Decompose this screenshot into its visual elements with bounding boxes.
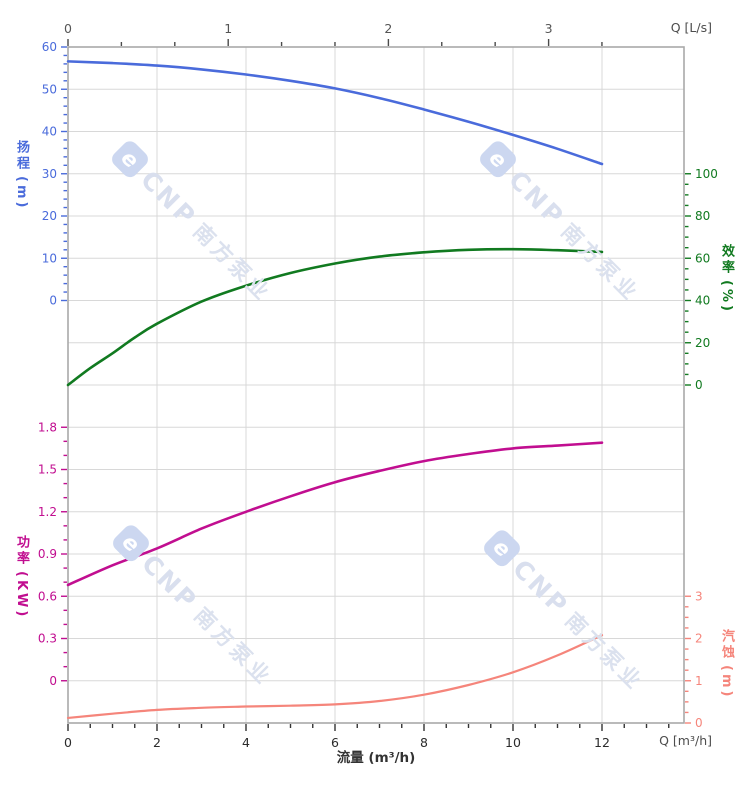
power-axis-title: 功率(KW) — [14, 535, 29, 620]
bottom-tick-label: 10 — [505, 735, 521, 750]
npsh-tick-label: 0 — [695, 716, 703, 730]
power-tick-label: 1.5 — [38, 463, 57, 477]
top-tick-label: 3 — [545, 21, 553, 36]
head-tick-label: 10 — [42, 251, 57, 265]
power-tick-label: 0.6 — [38, 589, 57, 603]
bottom-tick-label: 2 — [153, 735, 161, 750]
power-tick-label: 0 — [49, 674, 57, 688]
power-tick-label: 1.2 — [38, 505, 57, 519]
head-tick-label: 0 — [49, 294, 57, 308]
npsh-curve — [66, 634, 604, 720]
efficiency-curve — [66, 247, 604, 387]
head-tick-label: 60 — [42, 40, 57, 54]
head-tick-label: 30 — [42, 167, 57, 181]
head-axis: 60 50 40 30 20 10 0 — [42, 40, 67, 308]
npsh-axis: 3 2 1 0 — [685, 589, 703, 730]
efficiency-tick-label: 0 — [695, 378, 703, 392]
head-tick-label: 40 — [42, 125, 57, 139]
bottom-tick-label: 6 — [331, 735, 339, 750]
power-tick-label: 0.9 — [38, 547, 57, 561]
bottom-axis: 0 2 4 6 8 10 12 — [64, 724, 670, 750]
top-tick-label: 0 — [64, 21, 72, 36]
bottom-axis-unit-label: Q [m³/h] — [659, 733, 712, 748]
power-curve — [66, 441, 604, 587]
gridlines — [68, 47, 684, 723]
efficiency-axis: 100 80 60 40 20 0 — [685, 167, 718, 392]
flow-axis-title: 流量 (m³/h) — [336, 750, 416, 766]
bottom-tick-label: 4 — [242, 735, 250, 750]
top-tick-label: 1 — [224, 21, 232, 36]
npsh-tick-label: 3 — [695, 589, 703, 603]
npsh-tick-label: 2 — [695, 632, 703, 646]
power-tick-label: 1.8 — [38, 420, 57, 434]
head-curve — [66, 60, 604, 166]
npsh-tick-label: 1 — [695, 674, 703, 688]
top-axis-unit-label: Q [L/s] — [670, 20, 712, 35]
power-tick-label: 0.3 — [38, 632, 57, 646]
head-axis-title: 扬程(m) — [14, 140, 29, 211]
top-axis: 0 1 2 3 — [64, 21, 603, 46]
head-tick-label: 50 — [42, 82, 57, 96]
power-axis: 1.8 1.5 1.2 0.9 0.6 0.3 0 — [38, 420, 67, 688]
efficiency-tick-label: 80 — [695, 209, 710, 223]
head-tick-label: 20 — [42, 209, 57, 223]
efficiency-tick-label: 60 — [695, 251, 710, 265]
bottom-tick-label: 0 — [64, 735, 72, 750]
efficiency-tick-label: 40 — [695, 294, 710, 308]
efficiency-tick-label: 20 — [695, 336, 710, 350]
npsh-axis-title: 汽蚀(m) — [719, 629, 734, 700]
bottom-tick-label: 12 — [594, 735, 610, 750]
bottom-tick-label: 8 — [420, 735, 428, 750]
efficiency-tick-label: 100 — [695, 167, 718, 181]
efficiency-axis-title: 效率(%) — [719, 244, 734, 314]
top-tick-label: 2 — [384, 21, 392, 36]
